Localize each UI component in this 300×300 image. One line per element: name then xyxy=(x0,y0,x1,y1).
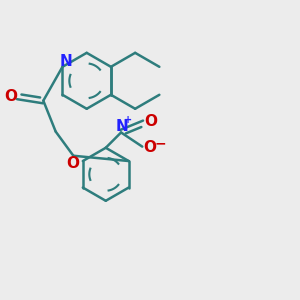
Text: N: N xyxy=(116,119,128,134)
Text: −: − xyxy=(154,137,166,151)
Text: O: O xyxy=(4,89,17,104)
Text: N: N xyxy=(60,54,72,69)
Text: +: + xyxy=(124,115,133,124)
Text: O: O xyxy=(143,140,156,155)
Text: O: O xyxy=(66,156,79,171)
Text: O: O xyxy=(145,114,158,129)
